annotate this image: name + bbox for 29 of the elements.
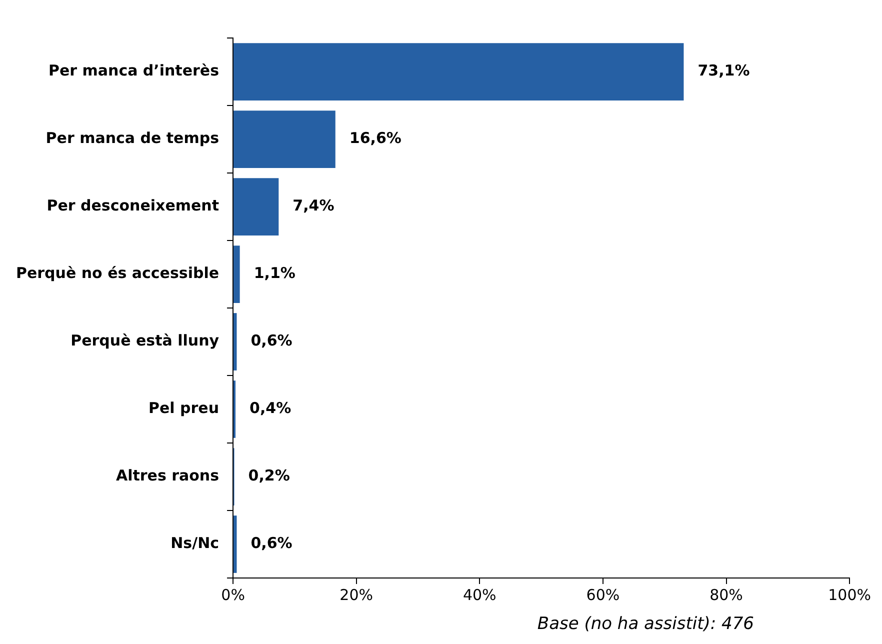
bar	[234, 110, 336, 168]
y-tick-label: Per desconeixement	[46, 196, 220, 215]
data-label: 7,4%	[292, 196, 334, 215]
bar	[234, 516, 237, 573]
data-label: 0,2%	[248, 466, 290, 485]
x-tick-label: 80%	[710, 586, 743, 604]
data-label: 0,6%	[250, 332, 292, 350]
x-tick-label: 100%	[828, 586, 872, 604]
data-label: 73,1%	[698, 62, 750, 80]
bar	[234, 178, 279, 236]
y-tick-label: Per manca de temps	[46, 129, 220, 148]
bar	[234, 246, 240, 303]
data-label: 1,1%	[254, 264, 296, 282]
x-tick-label: 60%	[586, 586, 620, 604]
y-tick-label: Pel preu	[148, 399, 220, 418]
x-tick-label: 20%	[340, 586, 374, 604]
text: Base (no ha assistit): 476	[536, 614, 755, 634]
x-tick-label: 0%	[221, 586, 245, 604]
y-tick-label: Altres raons	[116, 466, 220, 485]
data-label: 0,6%	[250, 534, 292, 552]
data-label: 16,6%	[349, 129, 402, 148]
data-label: 0,4%	[250, 399, 292, 418]
y-tick-label: Ns/Nc	[170, 534, 220, 552]
bar	[234, 313, 237, 370]
x-tick-label: 40%	[462, 586, 496, 604]
y-tick-label: Perquè està lluny	[70, 332, 220, 350]
y-tick-label: Perquè no és accessible	[16, 264, 220, 282]
y-tick-label: Per manca d’interès	[48, 62, 220, 80]
bar	[234, 43, 684, 100]
